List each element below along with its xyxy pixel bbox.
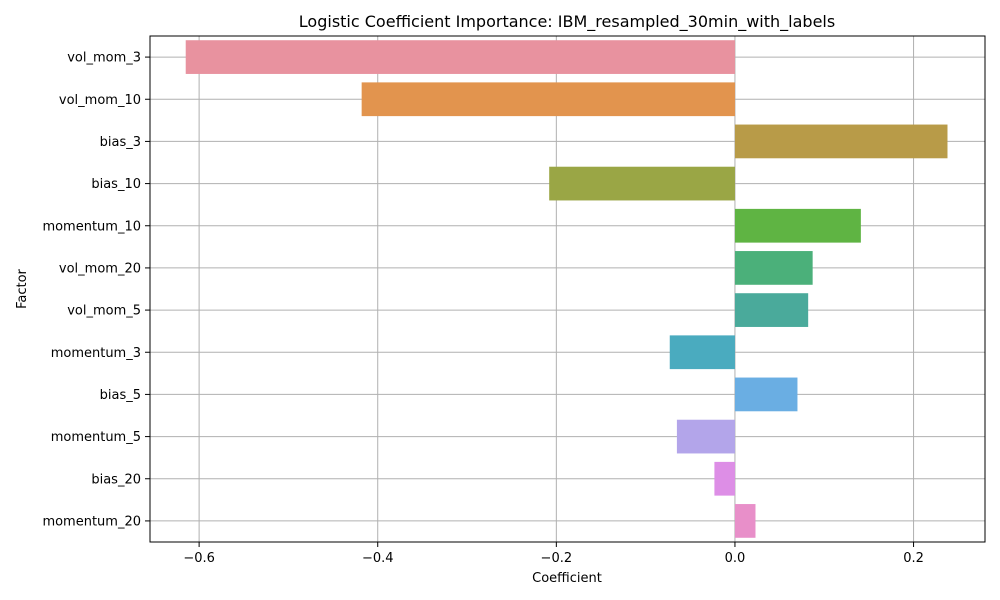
x-tick-label: −0.6 [183, 551, 215, 566]
x-tick-label: 0.2 [903, 551, 924, 566]
bar-momentum_10 [734, 208, 861, 243]
y-tick-label: vol_mom_10 [59, 93, 141, 108]
bar-bias_10 [549, 166, 735, 201]
bar-vol_mom_20 [734, 251, 813, 285]
bar-momentum_5 [676, 419, 735, 454]
plot-frame [149, 35, 986, 543]
bar-bias_5 [734, 377, 798, 412]
bar-bias_20 [714, 461, 735, 496]
y-tick-label: momentum_20 [42, 514, 141, 529]
y-tick-label: momentum_5 [51, 430, 141, 445]
y-tick-label: bias_3 [100, 135, 141, 150]
x-ticks: −0.6 −0.4 −0.2 0.0 0.2 [183, 542, 924, 566]
y-tick-label: bias_5 [100, 388, 141, 403]
y-ticks: vol_mom_3 vol_mom_10 bias_3 bias_10 momentum… [42, 51, 150, 529]
y-tick-label: bias_10 [91, 177, 141, 192]
y-tick-label: vol_mom_20 [59, 261, 141, 276]
y-tick-label: momentum_3 [51, 346, 141, 361]
chart-title: Logistic Coefficient Importance: IBM_res… [299, 12, 835, 32]
y-axis-label: Factor [15, 268, 30, 308]
bar-vol_mom_5 [734, 293, 809, 327]
bar-vol_mom_3 [185, 40, 735, 74]
bar-momentum_3 [669, 335, 735, 370]
bar-bias_3 [734, 124, 948, 159]
y-tick-label: vol_mom_3 [67, 51, 141, 66]
bars [185, 40, 948, 538]
bar-vol_mom_10 [361, 82, 735, 117]
x-tick-label: −0.2 [541, 551, 573, 566]
x-tick-label: 0.0 [725, 551, 746, 566]
y-tick-label: bias_20 [91, 472, 141, 487]
bar-momentum_20 [734, 504, 756, 538]
x-axis-label: Coefficient [532, 571, 602, 586]
x-tick-label: −0.4 [362, 551, 394, 566]
y-tick-label: vol_mom_5 [67, 304, 141, 319]
y-tick-label: momentum_10 [42, 219, 141, 234]
